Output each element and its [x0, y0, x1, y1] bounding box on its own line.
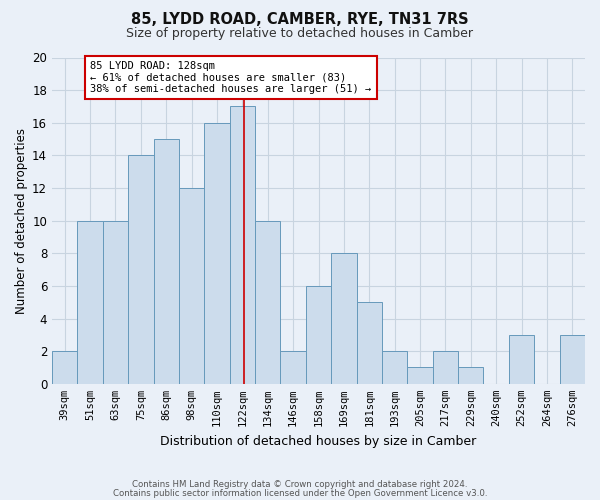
Bar: [230, 106, 255, 384]
Text: 85, LYDD ROAD, CAMBER, RYE, TN31 7RS: 85, LYDD ROAD, CAMBER, RYE, TN31 7RS: [131, 12, 469, 28]
Bar: [382, 351, 407, 384]
Bar: [356, 302, 382, 384]
Bar: [560, 335, 585, 384]
Bar: [509, 335, 534, 384]
Bar: [458, 368, 484, 384]
Bar: [103, 220, 128, 384]
Bar: [77, 220, 103, 384]
Bar: [255, 220, 280, 384]
Text: Contains HM Land Registry data © Crown copyright and database right 2024.: Contains HM Land Registry data © Crown c…: [132, 480, 468, 489]
Bar: [331, 254, 356, 384]
Bar: [52, 351, 77, 384]
Bar: [280, 351, 306, 384]
Bar: [306, 286, 331, 384]
Bar: [128, 156, 154, 384]
Bar: [407, 368, 433, 384]
Bar: [205, 123, 230, 384]
Text: 85 LYDD ROAD: 128sqm
← 61% of detached houses are smaller (83)
38% of semi-detac: 85 LYDD ROAD: 128sqm ← 61% of detached h…: [90, 61, 371, 94]
Bar: [433, 351, 458, 384]
Bar: [154, 139, 179, 384]
Bar: [179, 188, 205, 384]
Y-axis label: Number of detached properties: Number of detached properties: [15, 128, 28, 314]
Text: Contains public sector information licensed under the Open Government Licence v3: Contains public sector information licen…: [113, 489, 487, 498]
X-axis label: Distribution of detached houses by size in Camber: Distribution of detached houses by size …: [160, 434, 476, 448]
Text: Size of property relative to detached houses in Camber: Size of property relative to detached ho…: [127, 28, 473, 40]
